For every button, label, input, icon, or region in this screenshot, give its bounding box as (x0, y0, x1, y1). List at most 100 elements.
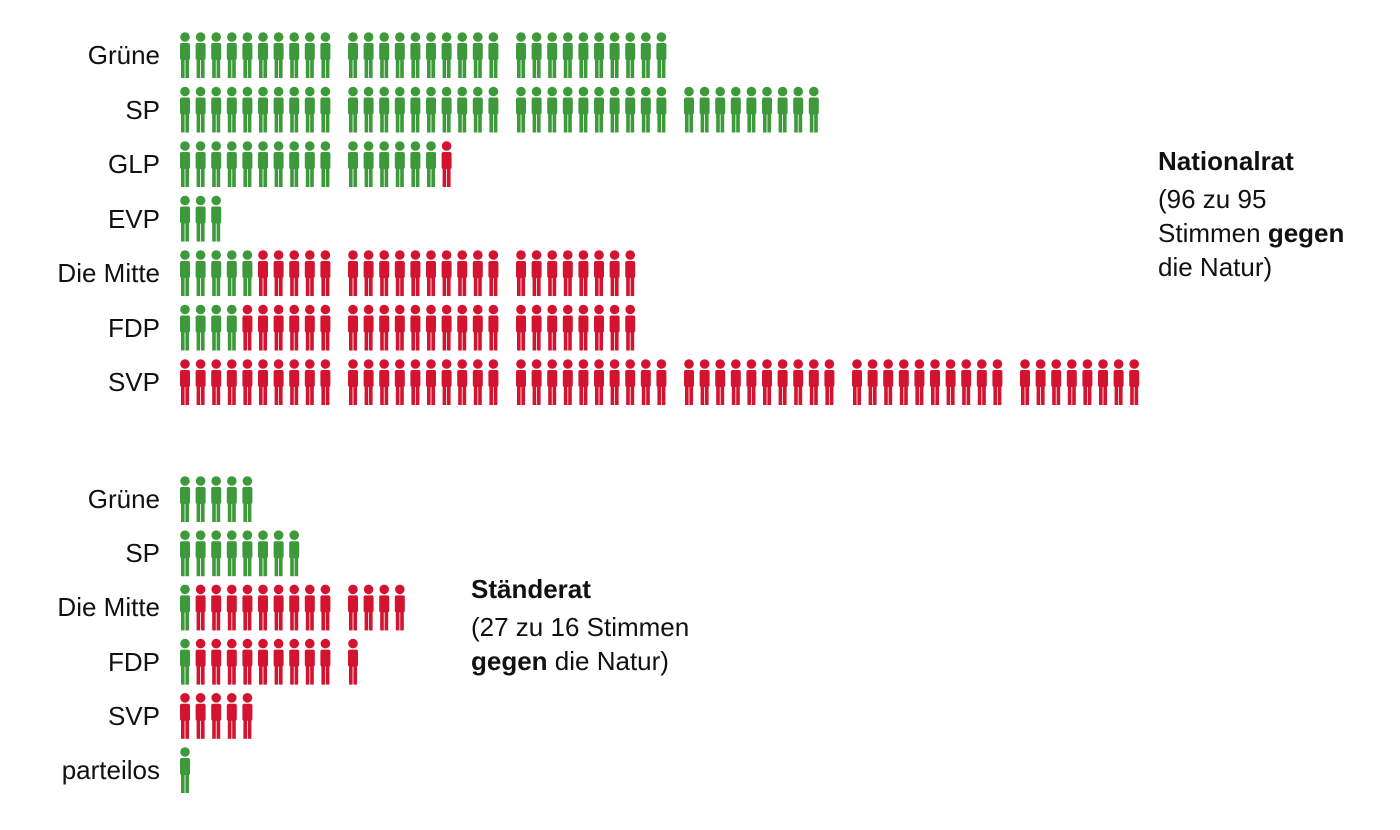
person-icon-dafuer (363, 32, 374, 78)
person-icon-dafuer (793, 86, 804, 133)
person-icon-dafuer (195, 476, 206, 522)
person-icon-dagegen (363, 584, 374, 631)
nationalrat-line-2-pre: Stimmen (1158, 218, 1268, 248)
person-icon-dafuer (441, 32, 452, 78)
person-icon-dafuer (472, 86, 483, 133)
person-icon-dagegen (242, 359, 253, 405)
staenderat-title: Ständerat (471, 574, 591, 604)
person-icon-dagegen (273, 359, 284, 405)
person-icon-dafuer (195, 32, 206, 78)
person-icon-dagegen (304, 584, 315, 631)
person-icon-dagegen (531, 304, 542, 351)
person-icon-dagegen (242, 584, 253, 631)
person-icon-dafuer (348, 32, 358, 78)
person-icon-dafuer (640, 32, 651, 78)
person-icon-dafuer (348, 141, 358, 187)
person-icon-dagegen (746, 359, 757, 405)
person-icon-dafuer (195, 141, 206, 187)
person-icon-dagegen (699, 359, 710, 405)
person-icon-dafuer (320, 141, 331, 187)
person-icon-dafuer (226, 530, 237, 577)
person-icon-dagegen (426, 304, 436, 351)
person-icon-dagegen (289, 359, 300, 405)
staenderat-line-1: (27 zu 16 Stimmen (471, 612, 690, 642)
person-icon-dagegen (304, 304, 315, 351)
person-icon-dagegen (320, 304, 331, 351)
nationalrat-line-2-bold: gegen (1267, 218, 1345, 248)
person-icon-dagegen (379, 250, 390, 296)
person-icon-dafuer (746, 86, 757, 133)
person-icon-dagegen (1098, 359, 1108, 405)
person-icon-dafuer (211, 195, 222, 242)
person-icon-dagegen (547, 359, 558, 405)
staenderat-line-2-bold: gegen (471, 646, 548, 676)
person-icon-dafuer (258, 530, 268, 577)
person-icon-dagegen (730, 359, 741, 405)
nationalrat-annotation: Nationalrat (96 zu 95 Stimmen gegen die … (1158, 144, 1398, 284)
person-icon-dagegen (441, 304, 452, 351)
person-icon-dagegen (578, 359, 589, 405)
person-icon-dagegen (594, 250, 604, 296)
person-icon-dagegen (441, 250, 452, 296)
person-icon-dafuer (531, 32, 542, 78)
person-icon-dafuer (180, 141, 190, 187)
person-icon-dafuer (226, 476, 237, 522)
party-label: SVP (107, 700, 160, 731)
person-icon-dafuer (180, 32, 190, 78)
person-icon-dagegen (609, 359, 620, 405)
person-icon-dagegen (625, 359, 636, 405)
person-icon-dafuer (211, 304, 222, 351)
party-label: parteilos (61, 755, 160, 785)
person-icon-dafuer (304, 141, 315, 187)
person-icon-dagegen (226, 638, 237, 685)
person-icon-dagegen (348, 584, 358, 631)
person-icon-dagegen (531, 359, 542, 405)
person-icon-dagegen (656, 359, 667, 405)
person-icon-dagegen (441, 141, 452, 187)
person-icon-dafuer (211, 141, 222, 187)
person-icon-dafuer (180, 304, 190, 351)
person-icon-dafuer (195, 250, 206, 296)
person-icon-dagegen (516, 359, 526, 405)
party-label: SVP (107, 367, 160, 397)
person-icon-dagegen (394, 359, 405, 405)
person-icon-dagegen (379, 304, 390, 351)
person-icon-dafuer (426, 86, 436, 133)
person-icon-dagegen (394, 304, 405, 351)
person-icon-dagegen (379, 359, 390, 405)
person-icon-dagegen (410, 250, 421, 296)
person-icon-dagegen (363, 250, 374, 296)
person-icon-dagegen (289, 584, 300, 631)
person-icon-dafuer (242, 530, 253, 577)
person-icon-dafuer (441, 86, 452, 133)
person-icon-dagegen (562, 359, 573, 405)
person-icon-dafuer (289, 141, 300, 187)
person-icon-dagegen (883, 359, 894, 405)
person-icon-dafuer (562, 86, 573, 133)
person-icon-dagegen (594, 359, 604, 405)
person-icon-dafuer (609, 32, 620, 78)
person-icon-dagegen (793, 359, 804, 405)
person-icon-dafuer (594, 32, 604, 78)
person-icon-dafuer (211, 32, 222, 78)
person-icon-dafuer (516, 32, 526, 78)
person-icon-dafuer (180, 638, 190, 685)
person-icon-dafuer (226, 141, 237, 187)
person-icon-dagegen (1113, 359, 1124, 405)
person-icon-dafuer (195, 86, 206, 133)
person-icon-dagegen (258, 250, 268, 296)
person-icon-dagegen (211, 359, 222, 405)
person-icon-dagegen (562, 250, 573, 296)
party-label: FDP (108, 646, 160, 677)
person-icon-dafuer (547, 86, 558, 133)
person-icon-dafuer (226, 32, 237, 78)
person-icon-dagegen (1082, 359, 1093, 405)
person-icon-dagegen (410, 359, 421, 405)
person-icon-dagegen (578, 250, 589, 296)
person-icon-dagegen (258, 638, 268, 685)
person-icon-dafuer (472, 32, 483, 78)
person-icon-dagegen (258, 584, 268, 631)
person-icon-dagegen (289, 250, 300, 296)
person-icon-dagegen (531, 250, 542, 296)
person-icon-dagegen (426, 250, 436, 296)
